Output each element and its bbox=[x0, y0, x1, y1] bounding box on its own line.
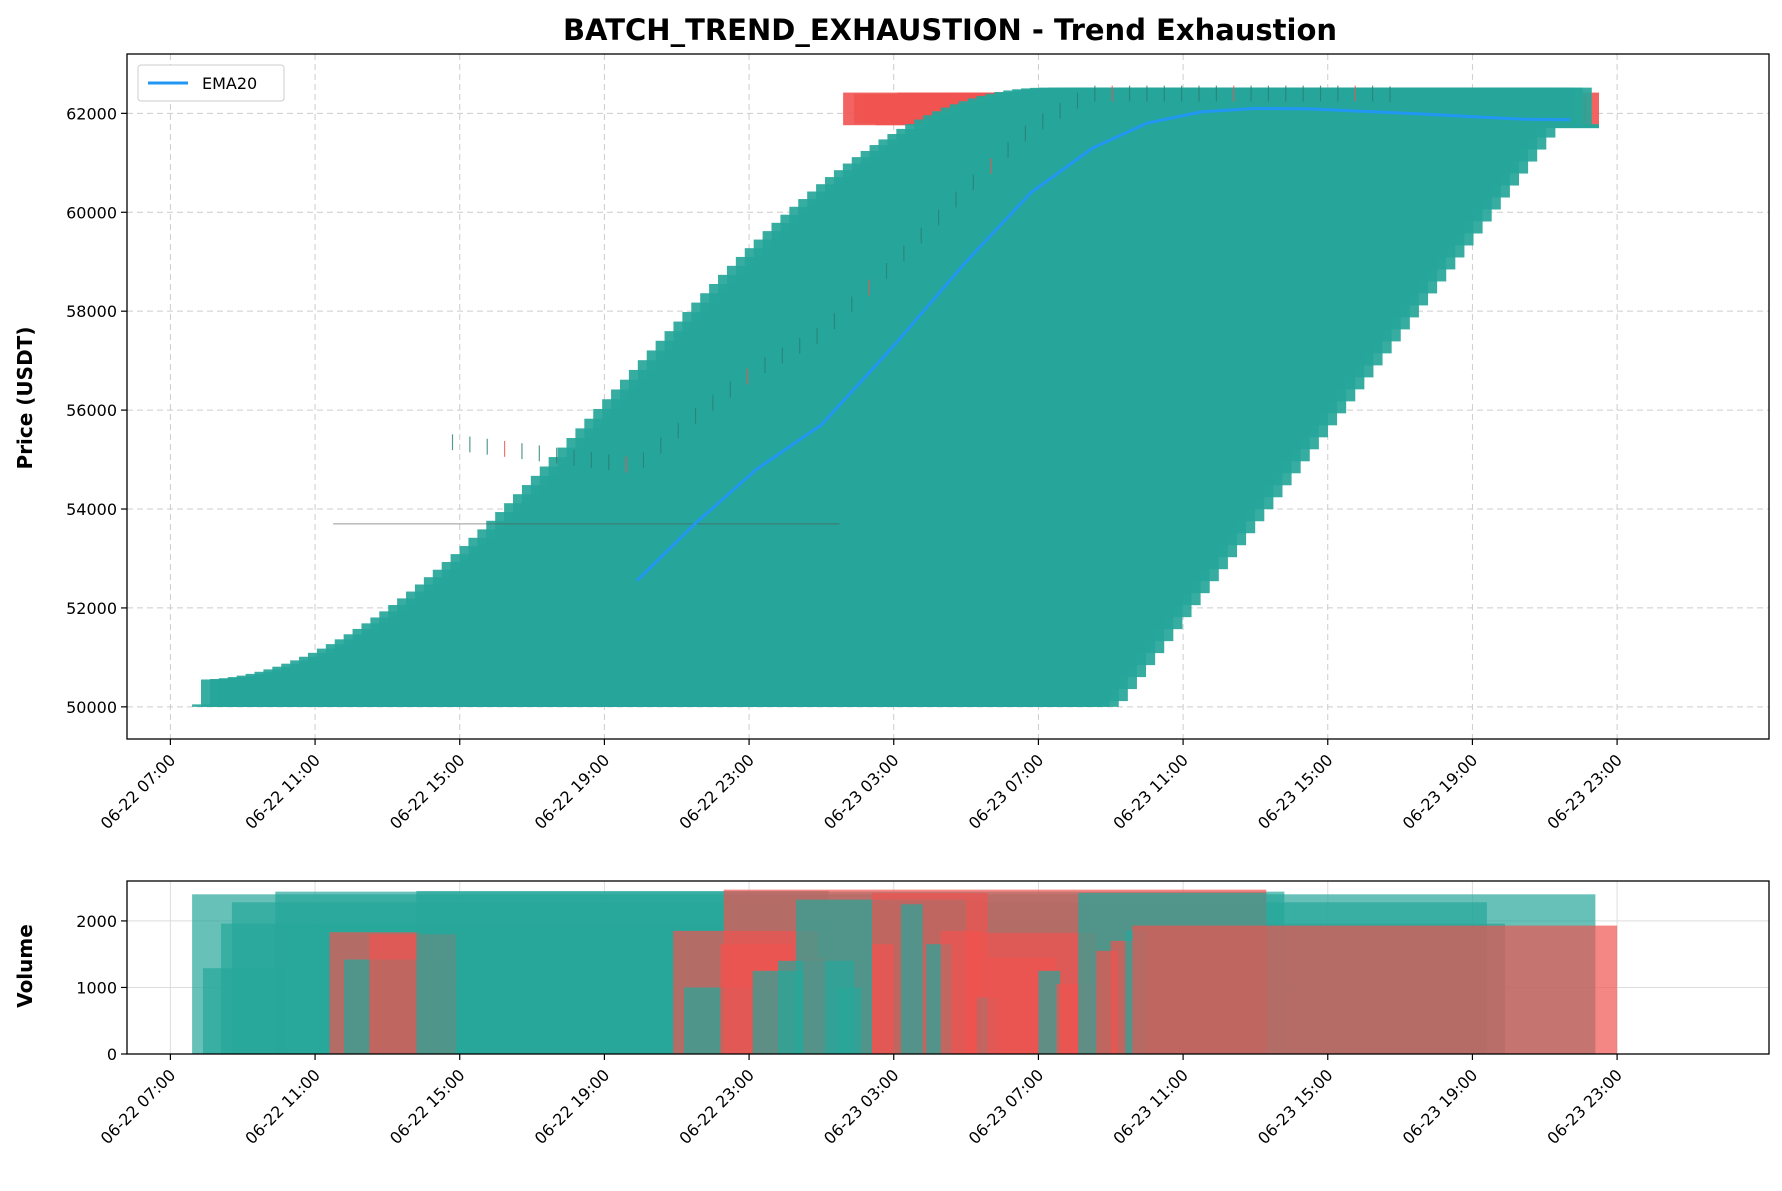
volume-xtick-label: 06-23 15:00 bbox=[1254, 1065, 1337, 1148]
volume-y-ticks: 0 1000 2000 bbox=[76, 912, 127, 1064]
price-xtick-label: 06-22 11:00 bbox=[241, 750, 324, 833]
volume-xtick-label: 06-23 03:00 bbox=[820, 1065, 903, 1148]
volume-xtick-label: 06-22 19:00 bbox=[531, 1065, 614, 1148]
price-xtick-label: 06-22 15:00 bbox=[386, 750, 469, 833]
price-candles bbox=[192, 85, 1600, 707]
volume-bar-down bbox=[1132, 925, 1618, 1054]
price-ytick-label: 58000 bbox=[66, 302, 117, 321]
volume-axes-frame bbox=[126, 880, 1770, 1055]
price-xtick-label: 06-22 23:00 bbox=[675, 750, 758, 833]
price-ytick-label: 52000 bbox=[66, 599, 117, 618]
volume-xtick-label: 06-23 07:00 bbox=[965, 1065, 1048, 1148]
price-xtick-label: 06-23 11:00 bbox=[1109, 750, 1192, 833]
volume-ytick-label: 0 bbox=[107, 1045, 117, 1064]
price-axes-frame bbox=[126, 53, 1770, 740]
volume-xtick-label: 06-22 15:00 bbox=[386, 1065, 469, 1148]
price-xtick-label: 06-22 07:00 bbox=[97, 750, 180, 833]
price-xtick-label: 06-22 19:00 bbox=[531, 750, 614, 833]
price-ytick-label: 56000 bbox=[66, 401, 117, 420]
candle-up-body-band bbox=[1020, 124, 1600, 129]
ema20-polyline bbox=[635, 106, 1571, 582]
price-y-ticks: 50000 52000 54000 56000 58000 60000 62000 bbox=[66, 104, 127, 717]
volume-xtick-label: 06-23 23:00 bbox=[1543, 1065, 1626, 1148]
ema20-line bbox=[635, 106, 1571, 582]
volume-y-axis-label: Volume bbox=[13, 924, 37, 1008]
volume-ytick-label: 1000 bbox=[76, 978, 117, 997]
volume-panel: 0 1000 2000 06-22 07:00 06-22 11:00 06-22 15… bbox=[13, 880, 1770, 1148]
volume-xtick-label: 06-22 23:00 bbox=[675, 1065, 758, 1148]
price-y-axis-label: Price (USDT) bbox=[13, 327, 37, 470]
price-xtick-label: 06-23 23:00 bbox=[1543, 750, 1626, 833]
legend: EMA20 bbox=[137, 64, 285, 102]
legend-box bbox=[137, 64, 285, 102]
price-ytick-label: 60000 bbox=[66, 203, 117, 222]
price-panel: 50000 52000 54000 56000 58000 60000 62000 06-2… bbox=[13, 53, 1770, 833]
price-ytick-label: 50000 bbox=[66, 698, 117, 717]
price-xtick-label: 06-23 15:00 bbox=[1254, 750, 1337, 833]
volume-ytick-label: 2000 bbox=[76, 912, 117, 931]
volume-xtick-label: 06-22 11:00 bbox=[241, 1065, 324, 1148]
volume-bars bbox=[192, 889, 1618, 1054]
volume-bar-up bbox=[835, 987, 862, 1054]
volume-bar-up bbox=[900, 904, 923, 1054]
price-xtick-label: 06-23 07:00 bbox=[965, 750, 1048, 833]
price-xtick-label: 06-23 03:00 bbox=[820, 750, 903, 833]
volume-xtick-label: 06-23 11:00 bbox=[1109, 1065, 1192, 1148]
price-ytick-label: 54000 bbox=[66, 500, 117, 519]
volume-xtick-label: 06-22 07:00 bbox=[97, 1065, 180, 1148]
volume-x-ticks: 06-22 07:00 06-22 11:00 06-22 15:00 06-22 1… bbox=[97, 1054, 1626, 1148]
price-xtick-label: 06-23 19:00 bbox=[1399, 750, 1482, 833]
volume-bar-up bbox=[1038, 970, 1061, 1054]
price-x-ticks: 06-22 07:00 06-22 11:00 06-22 15:00 06-22 1… bbox=[97, 739, 1626, 833]
price-ytick-label: 62000 bbox=[66, 104, 117, 123]
chart-title: BATCH_TREND_EXHAUSTION - Trend Exhaustio… bbox=[563, 13, 1337, 47]
legend-ema20-label: EMA20 bbox=[202, 74, 257, 93]
volume-xtick-label: 06-23 19:00 bbox=[1399, 1065, 1482, 1148]
